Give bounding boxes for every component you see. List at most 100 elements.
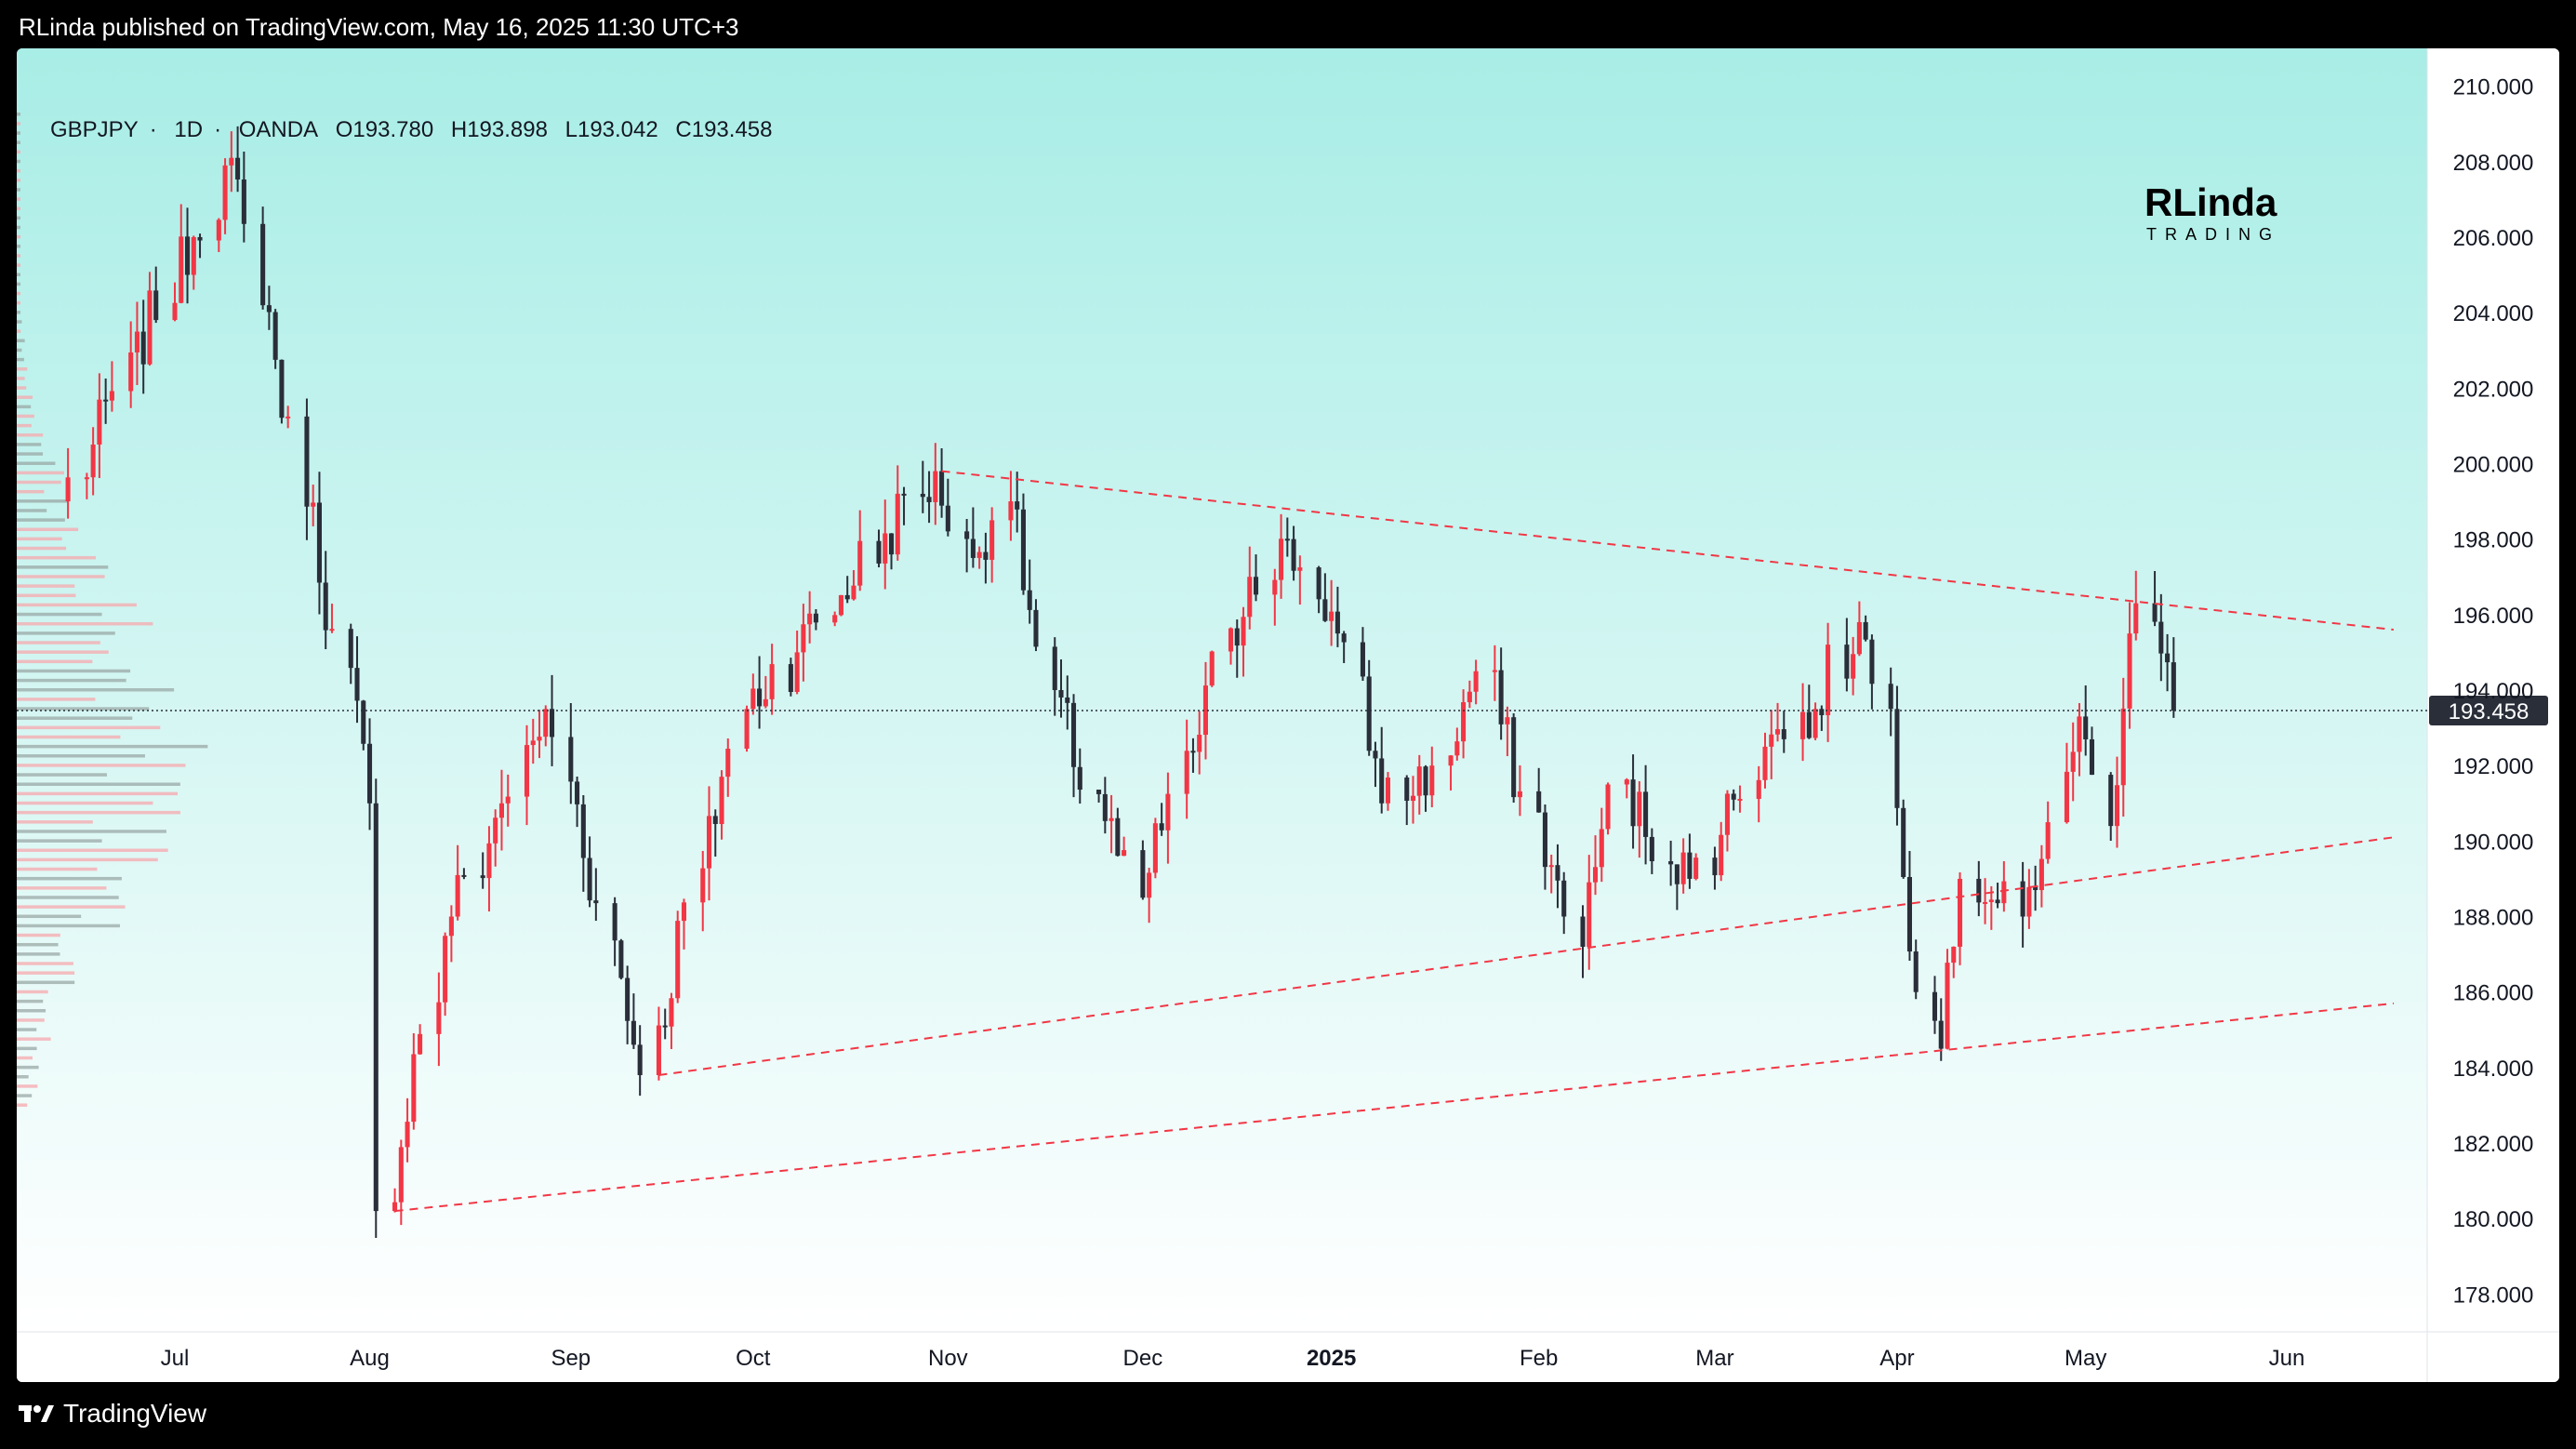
volume-bar xyxy=(17,905,126,909)
candle-body xyxy=(876,540,882,564)
price-chart[interactable]: 193.458 178.000 180.000 182.000 184.000 186.… xyxy=(17,48,2559,1382)
time-axis[interactable] xyxy=(17,1332,2427,1382)
price-tick-label: 210.000 xyxy=(2453,75,2534,100)
candle-body xyxy=(493,818,498,844)
candle-body xyxy=(1404,778,1410,801)
volume-bar xyxy=(17,650,109,654)
last-price-label: 193.458 xyxy=(2449,699,2530,724)
candle-body xyxy=(1122,850,1127,857)
candle-body xyxy=(304,416,310,507)
chart-frame[interactable]: 193.458 178.000 180.000 182.000 184.000 186.… xyxy=(17,48,2559,1382)
volume-bar xyxy=(17,565,109,569)
candle-body xyxy=(90,444,96,478)
candle-body xyxy=(398,1147,404,1203)
candle-body xyxy=(1152,823,1158,873)
candle-body xyxy=(587,857,592,901)
price-tick-label: 194.000 xyxy=(2453,679,2534,704)
candle-body xyxy=(448,916,454,937)
candle-body xyxy=(575,781,580,804)
volume-bar xyxy=(17,725,161,730)
volume-bar xyxy=(17,395,33,399)
volume-bar xyxy=(17,659,93,664)
candle-body xyxy=(883,533,888,564)
candle-body xyxy=(1800,711,1806,739)
symbol-legend[interactable]: GBPJPY · 1D · OANDA O193.780 H193.898 L193… xyxy=(50,117,784,143)
candle-body xyxy=(505,796,511,804)
candle-body xyxy=(1115,818,1121,857)
candle-body xyxy=(1906,877,1912,952)
candle-body xyxy=(1951,946,1957,964)
candle-body xyxy=(179,236,184,303)
price-tick-label: 208.000 xyxy=(2453,151,2534,176)
candle-body xyxy=(418,1033,423,1055)
volume-bar xyxy=(17,320,22,324)
tradingview-brand[interactable]: TradingView xyxy=(19,1399,206,1429)
candle-body xyxy=(857,540,863,586)
volume-bar xyxy=(17,377,25,380)
volume-bar xyxy=(17,669,131,673)
candle-body xyxy=(926,497,932,502)
candle-body xyxy=(241,179,246,224)
candle-body xyxy=(405,1122,410,1148)
candle-body xyxy=(1373,751,1378,759)
candle-body xyxy=(191,236,196,275)
price-tick-label: 180.000 xyxy=(2453,1207,2534,1232)
trendlines[interactable] xyxy=(394,470,2395,1213)
volume-bar xyxy=(17,857,158,862)
candle-body xyxy=(1774,729,1781,735)
volume-bar xyxy=(17,245,20,248)
volume-bar xyxy=(17,311,20,314)
candle-body xyxy=(1197,735,1202,752)
candle-body xyxy=(373,803,378,1212)
candle-body xyxy=(1605,784,1611,830)
candle-body xyxy=(1147,872,1152,898)
candle-body xyxy=(537,737,542,741)
candle-body xyxy=(1102,793,1108,821)
candle-body xyxy=(1511,717,1517,798)
candle-body xyxy=(436,1002,442,1034)
candle-body xyxy=(197,236,203,241)
volume-bar xyxy=(17,801,153,805)
candle-body xyxy=(706,816,712,869)
candle-body xyxy=(1668,860,1674,865)
candle-body xyxy=(1988,899,1994,902)
volume-bar xyxy=(17,150,20,154)
candle-body xyxy=(1209,651,1215,686)
volume-bar xyxy=(17,754,145,758)
candle-body xyxy=(1548,865,1554,868)
candle-body xyxy=(1901,807,1906,878)
candle-body xyxy=(1279,538,1284,580)
price-axis-labels: 178.000 180.000 182.000 184.000 186.000 188.0… xyxy=(2453,75,2534,1309)
candle-body xyxy=(455,874,460,917)
price-tick-label: 204.000 xyxy=(2453,301,2534,326)
candle-body xyxy=(1234,628,1240,646)
symbol-name[interactable]: GBPJPY xyxy=(50,117,139,142)
candle-body xyxy=(1863,621,1868,640)
price-tick-label: 196.000 xyxy=(2453,604,2534,629)
interval[interactable]: 1D xyxy=(174,117,204,142)
candle-body xyxy=(1737,798,1743,801)
candle-body xyxy=(1015,501,1020,510)
candle-body xyxy=(1505,717,1510,724)
candle-body xyxy=(2077,716,2082,752)
candle-body xyxy=(266,305,272,312)
trendline-lower-support xyxy=(394,1002,2395,1213)
candle-body xyxy=(1587,882,1592,947)
candle-body xyxy=(1322,599,1328,621)
volume-bar xyxy=(17,357,24,362)
time-tick-label: May xyxy=(2065,1346,2106,1371)
candle-body xyxy=(103,399,109,402)
volume-bar xyxy=(17,1009,46,1013)
candle-body xyxy=(618,940,624,978)
volume-bar xyxy=(17,1056,33,1060)
candle-body xyxy=(2158,621,2164,654)
candle-body xyxy=(1719,834,1724,876)
candle-body xyxy=(788,664,793,693)
candle-body xyxy=(719,777,724,824)
candle-body xyxy=(712,816,718,824)
candle-body xyxy=(1165,793,1171,831)
candle-body xyxy=(2114,785,2120,827)
candle-body xyxy=(1693,857,1699,879)
price-tick-label: 184.000 xyxy=(2453,1057,2534,1082)
candle-body xyxy=(1448,755,1454,766)
